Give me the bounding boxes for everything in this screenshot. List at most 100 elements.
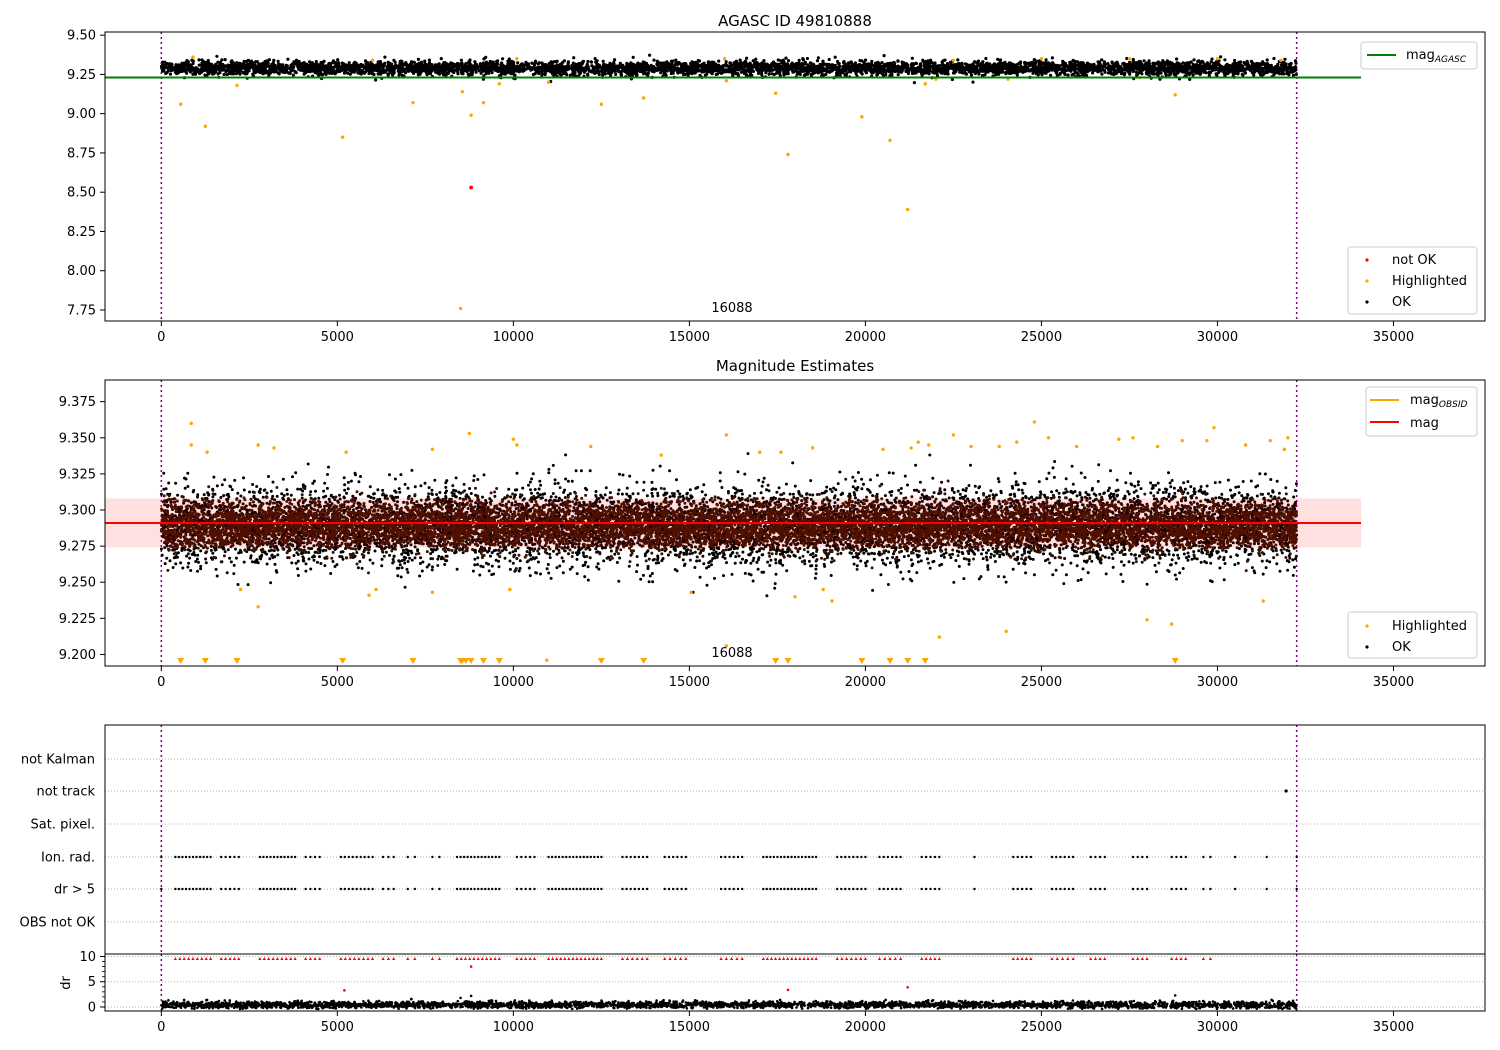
highlighted-point xyxy=(367,593,371,597)
highlighted-point xyxy=(460,89,465,94)
not-track-point xyxy=(1284,789,1288,793)
dr-clipped-marker xyxy=(228,956,232,960)
dr-clipped-marker xyxy=(468,956,472,960)
dr-clipped-marker xyxy=(1174,956,1178,960)
highlighted-point xyxy=(546,80,551,84)
dr-clipped-marker xyxy=(599,956,603,960)
y-tick-label: 9.225 xyxy=(59,612,96,627)
dr-clipped-marker xyxy=(678,956,683,960)
highlighted-point xyxy=(1286,436,1290,440)
y-tick-label: 8.25 xyxy=(67,225,96,240)
x-tick-label: 5000 xyxy=(321,675,354,690)
highlighted-point xyxy=(793,594,797,599)
mag-agasc-legend-subscript: AGASC xyxy=(1434,55,1467,65)
flags-panel: not Kalman not track Sat. pixel. Ion. rad. d… xyxy=(20,724,1486,955)
below-range-marker xyxy=(479,658,487,664)
flags-plot-area xyxy=(105,725,1485,954)
dr-clipped-marker xyxy=(209,956,213,960)
dr-clipped-marker xyxy=(413,956,417,960)
y-tick-label: 0 xyxy=(88,1000,96,1015)
dr-clipped-marker xyxy=(555,956,559,960)
dr-clipped-marker xyxy=(237,956,241,960)
x-tick-label: 0 xyxy=(157,1020,165,1035)
dr-clipped-marker xyxy=(1020,956,1024,960)
dr-clipped-marker xyxy=(381,956,385,960)
dr-clipped-marker xyxy=(1060,956,1065,960)
dr-clipped-marker xyxy=(735,956,739,960)
y-tick-label: 5 xyxy=(88,975,96,990)
mag-obsid-legend-subscript: OBSID xyxy=(1439,400,1468,410)
dr-clipped-marker xyxy=(267,956,271,960)
dr-clipped-marker xyxy=(497,956,501,960)
highlighted-point xyxy=(1282,447,1287,452)
x-tick-label: 15000 xyxy=(669,1020,710,1035)
highlighted-point xyxy=(1268,438,1272,443)
mag-agasc-legend-label: mag xyxy=(1406,48,1435,63)
dr-clipped-marker xyxy=(1016,956,1020,960)
legend-marker-ok xyxy=(1365,300,1369,304)
highlighted-point xyxy=(235,83,239,88)
below-range-marker xyxy=(201,658,209,664)
below-range-marker xyxy=(409,658,417,664)
dr-clipped-marker xyxy=(313,956,317,960)
dr-clipped-marker xyxy=(1098,956,1102,960)
y-tick-label: 9.250 xyxy=(59,576,96,591)
not-ok-point xyxy=(469,185,474,190)
dr-clipped-marker xyxy=(1055,956,1059,960)
below-range-marker xyxy=(597,658,605,664)
dr-clipped-marker xyxy=(200,956,204,960)
dr-clipped-marker xyxy=(463,956,468,960)
dr-axes: 10 5 0 0 5000 10000 15000 20000 25000 30000 35000 xyxy=(79,950,1414,1035)
highlighted-point xyxy=(1131,436,1135,440)
highlighted-point xyxy=(1212,425,1216,430)
y-tick-label: 9.275 xyxy=(59,540,96,555)
dr-clipped-marker xyxy=(877,956,882,960)
dr-outlier-point xyxy=(205,998,209,1002)
dr-clipped-marker xyxy=(280,956,284,960)
highlighted-point xyxy=(724,433,729,437)
dr-clipped-marker xyxy=(1066,956,1070,960)
dr-clipped-marker xyxy=(591,956,595,960)
dr-clipped-marker xyxy=(893,956,897,960)
highlighted-point xyxy=(860,115,864,119)
below-range-marker xyxy=(233,658,241,664)
highlighted-point xyxy=(189,443,193,447)
dr-clipped-marker xyxy=(275,956,280,960)
dr-clipped-marker xyxy=(489,956,493,960)
below-range-marker xyxy=(462,658,470,664)
highlighted-point xyxy=(909,446,913,450)
highlighted-point xyxy=(1127,57,1132,61)
dr-clipped-marker xyxy=(1089,956,1093,960)
dr-clipped-marker xyxy=(524,956,528,960)
dr-clipped-marker xyxy=(392,956,396,960)
dr-clipped-marker xyxy=(663,956,667,960)
dr-clipped-marker xyxy=(859,956,863,960)
x-tick-label: 10000 xyxy=(493,1020,534,1035)
highlighted-point xyxy=(881,447,885,452)
highlighted-point xyxy=(191,55,195,59)
legend-label-not-ok: not OK xyxy=(1392,253,1437,268)
highlighted-point xyxy=(1279,58,1283,62)
x-tick-label: 0 xyxy=(157,675,165,690)
highlighted-point xyxy=(997,444,1001,449)
highlighted-point xyxy=(515,443,519,447)
dr-clipped-marker xyxy=(782,956,786,960)
dr-clipped-marker xyxy=(1131,956,1135,960)
highlighted-point xyxy=(1039,57,1044,61)
svg-text:magOBSID: magOBSID xyxy=(1410,393,1468,410)
x-tick-label: 10000 xyxy=(493,675,534,690)
dr-clipped-marker xyxy=(883,956,887,960)
magnitude-line-legend: magOBSID mag xyxy=(1365,386,1478,437)
highlighted-point xyxy=(641,96,646,100)
dr-clipped-marker xyxy=(304,956,308,960)
magnitude-axes: 9.375 9.350 9.325 9.300 9.275 9.250 9.225 9.200… xyxy=(59,395,1414,690)
dr-clipped-marker xyxy=(595,956,599,960)
dr-clipped-marker xyxy=(1011,956,1015,960)
flag-category-label: dr > 5 xyxy=(54,883,95,898)
dr-clipped-marker xyxy=(357,956,361,960)
dr-clipped-marker xyxy=(854,956,858,960)
dr-clipped-marker xyxy=(933,956,937,960)
highlighted-point xyxy=(340,135,345,139)
dr-clipped-marker xyxy=(571,956,575,960)
y-tick-label: 9.375 xyxy=(59,395,96,410)
